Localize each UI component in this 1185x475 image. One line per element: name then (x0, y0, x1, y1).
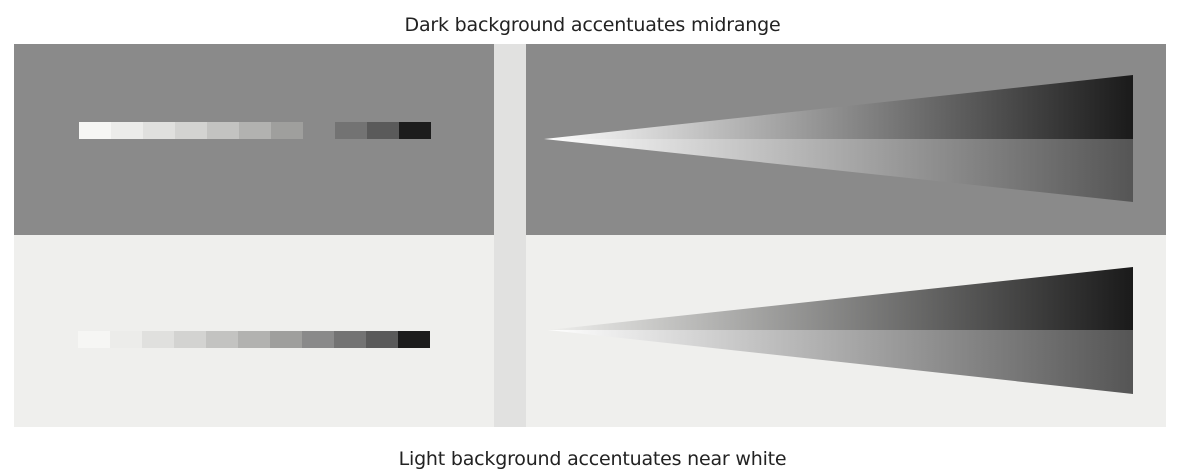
grayscale-swatch (175, 122, 207, 139)
wedge-lower-half (544, 139, 1133, 202)
grayscale-swatch (335, 122, 367, 139)
grayscale-swatch (399, 122, 431, 139)
grayscale-swatch (302, 331, 334, 348)
dark-background-wedge-panel (526, 44, 1166, 235)
wedge-lower-half (548, 330, 1133, 394)
grayscale-swatch (239, 122, 271, 139)
grayscale-swatch (207, 122, 239, 139)
grayscale-swatch (110, 331, 142, 348)
light-background-strip-panel (14, 235, 494, 427)
grayscale-swatch (271, 122, 303, 139)
gradient-wedge-light (548, 267, 1133, 394)
grayscale-swatch (334, 331, 366, 348)
grayscale-strip-light (78, 331, 430, 348)
grayscale-swatch (78, 331, 110, 348)
wedge-upper-half (548, 267, 1133, 330)
top-caption: Dark background accentuates midrange (404, 14, 781, 36)
grayscale-strip-dark (79, 122, 431, 139)
grayscale-swatch (206, 331, 238, 348)
light-background-wedge-panel (526, 235, 1166, 427)
grayscale-swatch (398, 331, 430, 348)
grayscale-swatch (174, 331, 206, 348)
grayscale-swatch (79, 122, 111, 139)
dark-background-strip-panel (14, 44, 494, 235)
grayscale-swatch (142, 331, 174, 348)
gradient-wedge-dark (544, 75, 1133, 202)
wedge-upper-half (544, 75, 1133, 139)
grayscale-swatch (238, 331, 270, 348)
grayscale-swatch (143, 122, 175, 139)
grayscale-swatch (366, 331, 398, 348)
grayscale-swatch (111, 122, 143, 139)
grayscale-swatch (367, 122, 399, 139)
grayscale-swatch (270, 331, 302, 348)
bottom-caption: Light background accentuates near white (398, 448, 787, 470)
grayscale-swatch (303, 122, 335, 139)
center-divider (494, 44, 526, 427)
